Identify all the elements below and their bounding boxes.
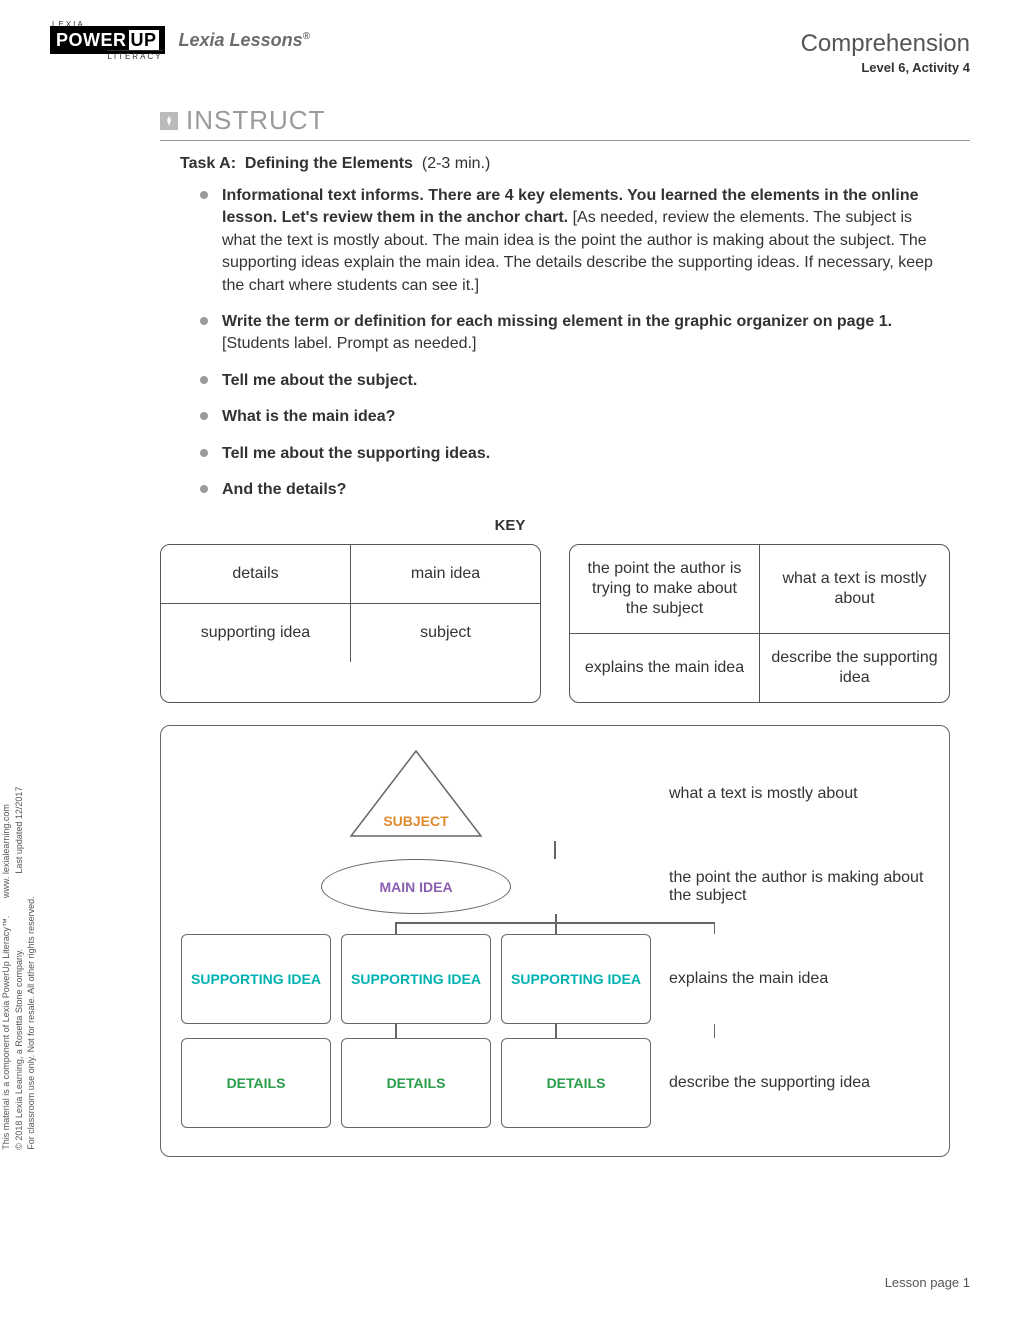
key-cell: subject [350, 604, 540, 662]
logo-literacy-text: LITERACY [107, 50, 162, 61]
bullet-item: Write the term or definition for each mi… [200, 311, 950, 356]
bullet-item: What is the main idea? [200, 406, 950, 428]
logo-power: POWER [56, 30, 127, 50]
brand: LEXIA POWERUP LITERACY Lexia Lessons® [50, 30, 310, 51]
task-time: (2-3 min.) [422, 155, 490, 172]
level-activity: Level 6, Activity 4 [801, 60, 970, 75]
registered-mark: ® [303, 31, 310, 42]
connector [554, 841, 556, 859]
logo: LEXIA POWERUP LITERACY [50, 30, 165, 51]
supporting-box: SUPPORTING IDEA [341, 934, 491, 1024]
footer-page: Lesson page 1 [885, 1275, 970, 1290]
key-cell: details [161, 545, 350, 603]
key-grid-defs: the point the author is trying to make a… [569, 544, 950, 703]
details-desc: describe the supporting idea [669, 1074, 929, 1092]
drops-connector [320, 1024, 790, 1038]
main-idea-desc: the point the author is making about the… [669, 869, 929, 905]
details-box: DETAILS [181, 1038, 331, 1128]
subject-label: SUBJECT [346, 813, 486, 829]
bullet-rest: [Students label. Prompt as needed.] [222, 335, 476, 352]
bullet-item: And the details? [200, 479, 950, 501]
category-title: Comprehension [801, 30, 970, 58]
bullet-list: Informational text informs. There are 4 … [180, 185, 950, 501]
task-block: Task A: Defining the Elements (2-3 min.)… [180, 155, 950, 501]
key-cell: what a text is mostly about [759, 545, 949, 633]
header-right: Comprehension Level 6, Activity 4 [801, 30, 970, 75]
diagram-row-mainidea: MAIN IDEA the point the author is making… [181, 859, 929, 914]
diagram-row-supporting: SUPPORTING IDEA SUPPORTING IDEA SUPPORTI… [181, 934, 929, 1024]
instruct-icon [160, 112, 178, 130]
bullet-bold: What is the main idea? [222, 408, 395, 425]
side-notes-left: This material is a component of Lexia Po… [0, 787, 38, 1150]
bullet-item: Tell me about the subject. [200, 370, 950, 392]
side-line: This material is a component of Lexia Po… [1, 916, 11, 1150]
key-cell: supporting idea [161, 604, 350, 662]
key-cell: main idea [350, 545, 540, 603]
side-line: For classroom use only. Not for resale. … [26, 897, 36, 1150]
task-heading: Task A: Defining the Elements (2-3 min.) [180, 155, 950, 173]
key-row: details main idea supporting idea subjec… [160, 544, 950, 703]
side-line: Last updated 12/2017 [14, 787, 24, 874]
header: LEXIA POWERUP LITERACY Lexia Lessons® Co… [50, 30, 970, 75]
details-box: DETAILS [341, 1038, 491, 1128]
bullet-bold: Write the term or definition for each mi… [222, 313, 892, 330]
bullet-bold: Tell me about the supporting ideas. [222, 445, 490, 462]
bullet-item: Informational text informs. There are 4 … [200, 185, 950, 297]
main-idea-shape: MAIN IDEA [321, 859, 511, 914]
side-line: © 2018 Lexia Learning, a Rosetta Stone c… [14, 949, 24, 1150]
key-label: KEY [50, 517, 970, 534]
subject-shape: SUBJECT [346, 746, 486, 841]
key-cell: the point the author is trying to make a… [570, 545, 759, 633]
diagram: SUBJECT what a text is mostly about MAIN… [160, 725, 950, 1157]
task-name: Defining the Elements [245, 155, 413, 172]
task-label: Task A: [180, 155, 236, 172]
lessons-text: Lexia Lessons [179, 30, 303, 50]
diagram-row-details: DETAILS DETAILS DETAILS describe the sup… [181, 1038, 929, 1128]
bullet-bold: And the details? [222, 481, 346, 498]
supporting-box: SUPPORTING IDEA [181, 934, 331, 1024]
bullet-item: Tell me about the supporting ideas. [200, 443, 950, 465]
key-grid-terms: details main idea supporting idea subjec… [160, 544, 541, 703]
supporting-desc: explains the main idea [669, 970, 929, 988]
section-title: INSTRUCT [186, 105, 325, 136]
key-cell: describe the supporting idea [759, 634, 949, 702]
details-box: DETAILS [501, 1038, 651, 1128]
section-title-row: INSTRUCT [160, 105, 970, 141]
subject-desc: what a text is mostly about [669, 785, 929, 803]
supporting-box: SUPPORTING IDEA [501, 934, 651, 1024]
diagram-row-subject: SUBJECT what a text is mostly about [181, 746, 929, 841]
lessons-title: Lexia Lessons® [179, 30, 310, 51]
side-line: www. lexialearning.com [1, 804, 11, 898]
fork-connector [320, 914, 790, 934]
key-cell: explains the main idea [570, 634, 759, 702]
logo-up: UP [129, 30, 159, 50]
bullet-bold: Tell me about the subject. [222, 372, 417, 389]
